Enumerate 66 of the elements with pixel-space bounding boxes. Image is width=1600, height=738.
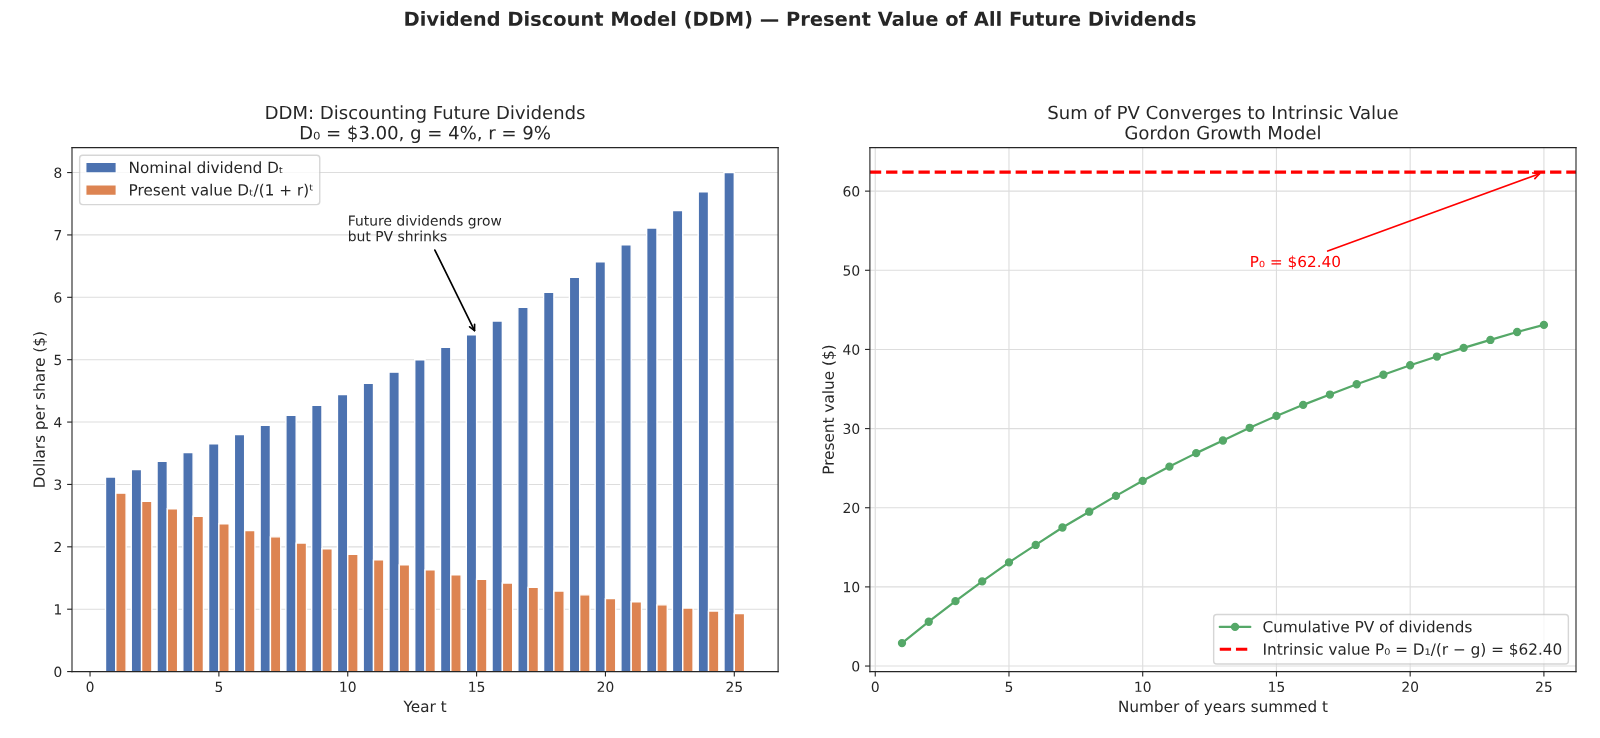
y-axis-title: Dollars per share ($): [33, 332, 48, 487]
chart-title: DDM: Discounting Future Dividends D₀ = $3.00, g = 4%, r = 9%: [266, 105, 585, 144]
y-tick-label: 6: [54, 292, 62, 303]
x-tick-label: 20: [1402, 681, 1419, 693]
y-tick-label: 60: [843, 186, 860, 197]
x-tick-label: 5: [215, 681, 223, 693]
x-tick-label: 0: [86, 681, 94, 693]
y-tick-label: 8: [54, 167, 62, 179]
y-tick-label: 10: [844, 581, 860, 593]
x-axis-title: Number of years summed t: [1119, 700, 1328, 716]
y-tick-label: 0: [852, 661, 860, 672]
annotation: Future dividends grow but PV shrinks: [349, 215, 502, 242]
point: [951, 596, 960, 606]
y-tick-label: 1: [54, 604, 61, 615]
x-tick-label: 15: [1269, 681, 1285, 693]
point: [1405, 361, 1415, 370]
y-tick-label: 4: [54, 417, 62, 428]
x-tick-label: 15: [469, 681, 485, 693]
point: [1539, 320, 1549, 330]
point: [978, 577, 987, 586]
point: [1272, 411, 1281, 421]
y-tick-label: 7: [54, 230, 62, 241]
point: [1245, 423, 1254, 432]
point: [1111, 491, 1121, 501]
y-tick-label: 3: [54, 479, 62, 490]
point: [1379, 370, 1388, 379]
point: [1299, 400, 1308, 410]
point: [1058, 523, 1067, 532]
y-axis-title: Present value ($): [822, 345, 837, 474]
legend-label: Cumulative PV of dividends: [1263, 620, 1472, 633]
point: [1004, 558, 1014, 567]
x-tick-label: 20: [597, 681, 614, 693]
point: [1512, 327, 1522, 337]
point: [1192, 448, 1201, 458]
x-tick-label: 10: [340, 681, 356, 693]
point: [1325, 390, 1335, 399]
x-tick-label: 25: [1536, 681, 1552, 693]
point: [1432, 352, 1442, 361]
text: Dividend Discount Model (DDM) — Present Value of All Future Dividends: [405, 11, 1196, 29]
point: [924, 617, 933, 626]
y-tick-label: 20: [843, 502, 860, 514]
point: [1031, 540, 1040, 550]
point: [1085, 507, 1094, 516]
point: [1218, 436, 1228, 445]
legend-label: Intrinsic value P₀ = D₁/(r − g) = $62.40: [1264, 643, 1562, 658]
point: [1459, 343, 1468, 353]
x-tick-label: 0: [871, 681, 879, 693]
x-axis-title: Year t: [403, 700, 447, 713]
chart-title: Sum of PV Converges to Intrinsic Value Gordon Growth Model: [1048, 105, 1398, 140]
y-tick-label: 0: [54, 666, 62, 678]
y-tick-label: 5: [54, 354, 62, 366]
point: [1138, 476, 1147, 485]
y-tick-label: 50: [843, 265, 860, 276]
point: [1165, 462, 1174, 471]
point: [1486, 335, 1495, 345]
point: [1352, 380, 1361, 389]
legend-label: Present value Dₜ/(1 + r)ᵗ: [130, 183, 313, 198]
y-tick-label: 2: [54, 541, 61, 553]
x-tick-label: 5: [1005, 681, 1013, 693]
y-tick-label: 30: [843, 423, 860, 435]
legend-label: Nominal dividend Dₜ: [130, 161, 283, 174]
x-tick-label: 10: [1135, 681, 1151, 693]
point: [897, 638, 907, 648]
x-tick-label: 25: [726, 681, 742, 693]
annotation: P₀ = $62.40: [1251, 255, 1340, 270]
y-tick-label: 40: [843, 344, 860, 355]
